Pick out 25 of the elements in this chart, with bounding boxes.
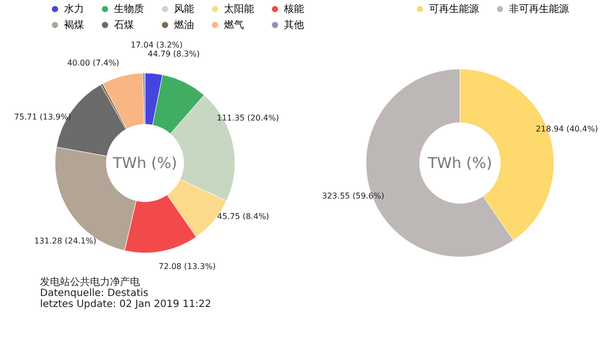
data-label: 131.28 (24.1%) (34, 236, 96, 246)
legend-label: 可再生能源 (429, 3, 479, 16)
text: letztes Update: 02 Jan 2019 11:22 (40, 298, 212, 310)
legend-label: 燃油 (174, 19, 194, 31)
legend-label: 非可再生能源 (509, 3, 569, 16)
data-label: 44.79 (8.3%) (148, 50, 200, 59)
legend-label: 生物质 (114, 3, 144, 16)
data-label: 40.00 (7.4%) (67, 58, 120, 68)
legend-label: 燃气 (224, 19, 244, 31)
legend-label: 核能 (283, 3, 304, 16)
data-label: 45.75 (8.4%) (217, 212, 270, 221)
data-label: 111.35 (20.4%) (216, 114, 279, 123)
legend-label: 太阳能 (224, 3, 254, 16)
legend-label: 风能 (174, 3, 194, 16)
legend-label: 其他 (284, 19, 304, 31)
text: 发电站公共电力净产电 (40, 276, 140, 288)
text: Datenquelle: Destatis (40, 288, 148, 299)
text: TWh (%) (112, 154, 178, 172)
data-label: 17.04 (3.2%) (130, 40, 183, 50)
data-label: 323.55 (59.6%) (322, 191, 384, 200)
legend-label: 石煤 (114, 19, 134, 31)
legend-label: 褐煤 (64, 19, 84, 31)
legend-label: 水力 (64, 3, 84, 16)
text: TWh (%) (426, 154, 492, 172)
data-label: 72.08 (13.3%) (158, 262, 216, 271)
